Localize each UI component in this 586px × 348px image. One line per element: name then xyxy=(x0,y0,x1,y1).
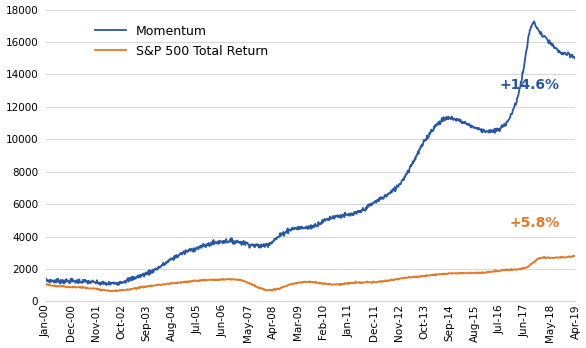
Momentum xyxy=(407,165,414,169)
Momentum xyxy=(456,118,463,122)
Text: +14.6%: +14.6% xyxy=(499,78,560,93)
Momentum xyxy=(572,57,579,61)
S&P 500 Total Return xyxy=(465,271,472,275)
Text: +5.8%: +5.8% xyxy=(509,216,560,230)
S&P 500 Total Return xyxy=(107,289,114,293)
Legend: Momentum, S&P 500 Total Return: Momentum, S&P 500 Total Return xyxy=(94,25,268,58)
S&P 500 Total Return xyxy=(42,282,49,286)
S&P 500 Total Return xyxy=(570,253,577,258)
Momentum xyxy=(530,19,537,23)
S&P 500 Total Return xyxy=(456,271,463,275)
Momentum xyxy=(42,276,49,280)
Momentum xyxy=(257,246,264,250)
Line: S&P 500 Total Return: S&P 500 Total Return xyxy=(46,255,575,291)
S&P 500 Total Return xyxy=(276,287,283,291)
Momentum xyxy=(103,283,110,287)
Momentum xyxy=(465,123,472,127)
S&P 500 Total Return xyxy=(257,286,264,290)
S&P 500 Total Return xyxy=(572,254,579,258)
Momentum xyxy=(276,233,283,237)
Line: Momentum: Momentum xyxy=(46,21,575,285)
Momentum xyxy=(97,280,104,285)
S&P 500 Total Return xyxy=(97,287,104,292)
S&P 500 Total Return xyxy=(407,276,414,280)
